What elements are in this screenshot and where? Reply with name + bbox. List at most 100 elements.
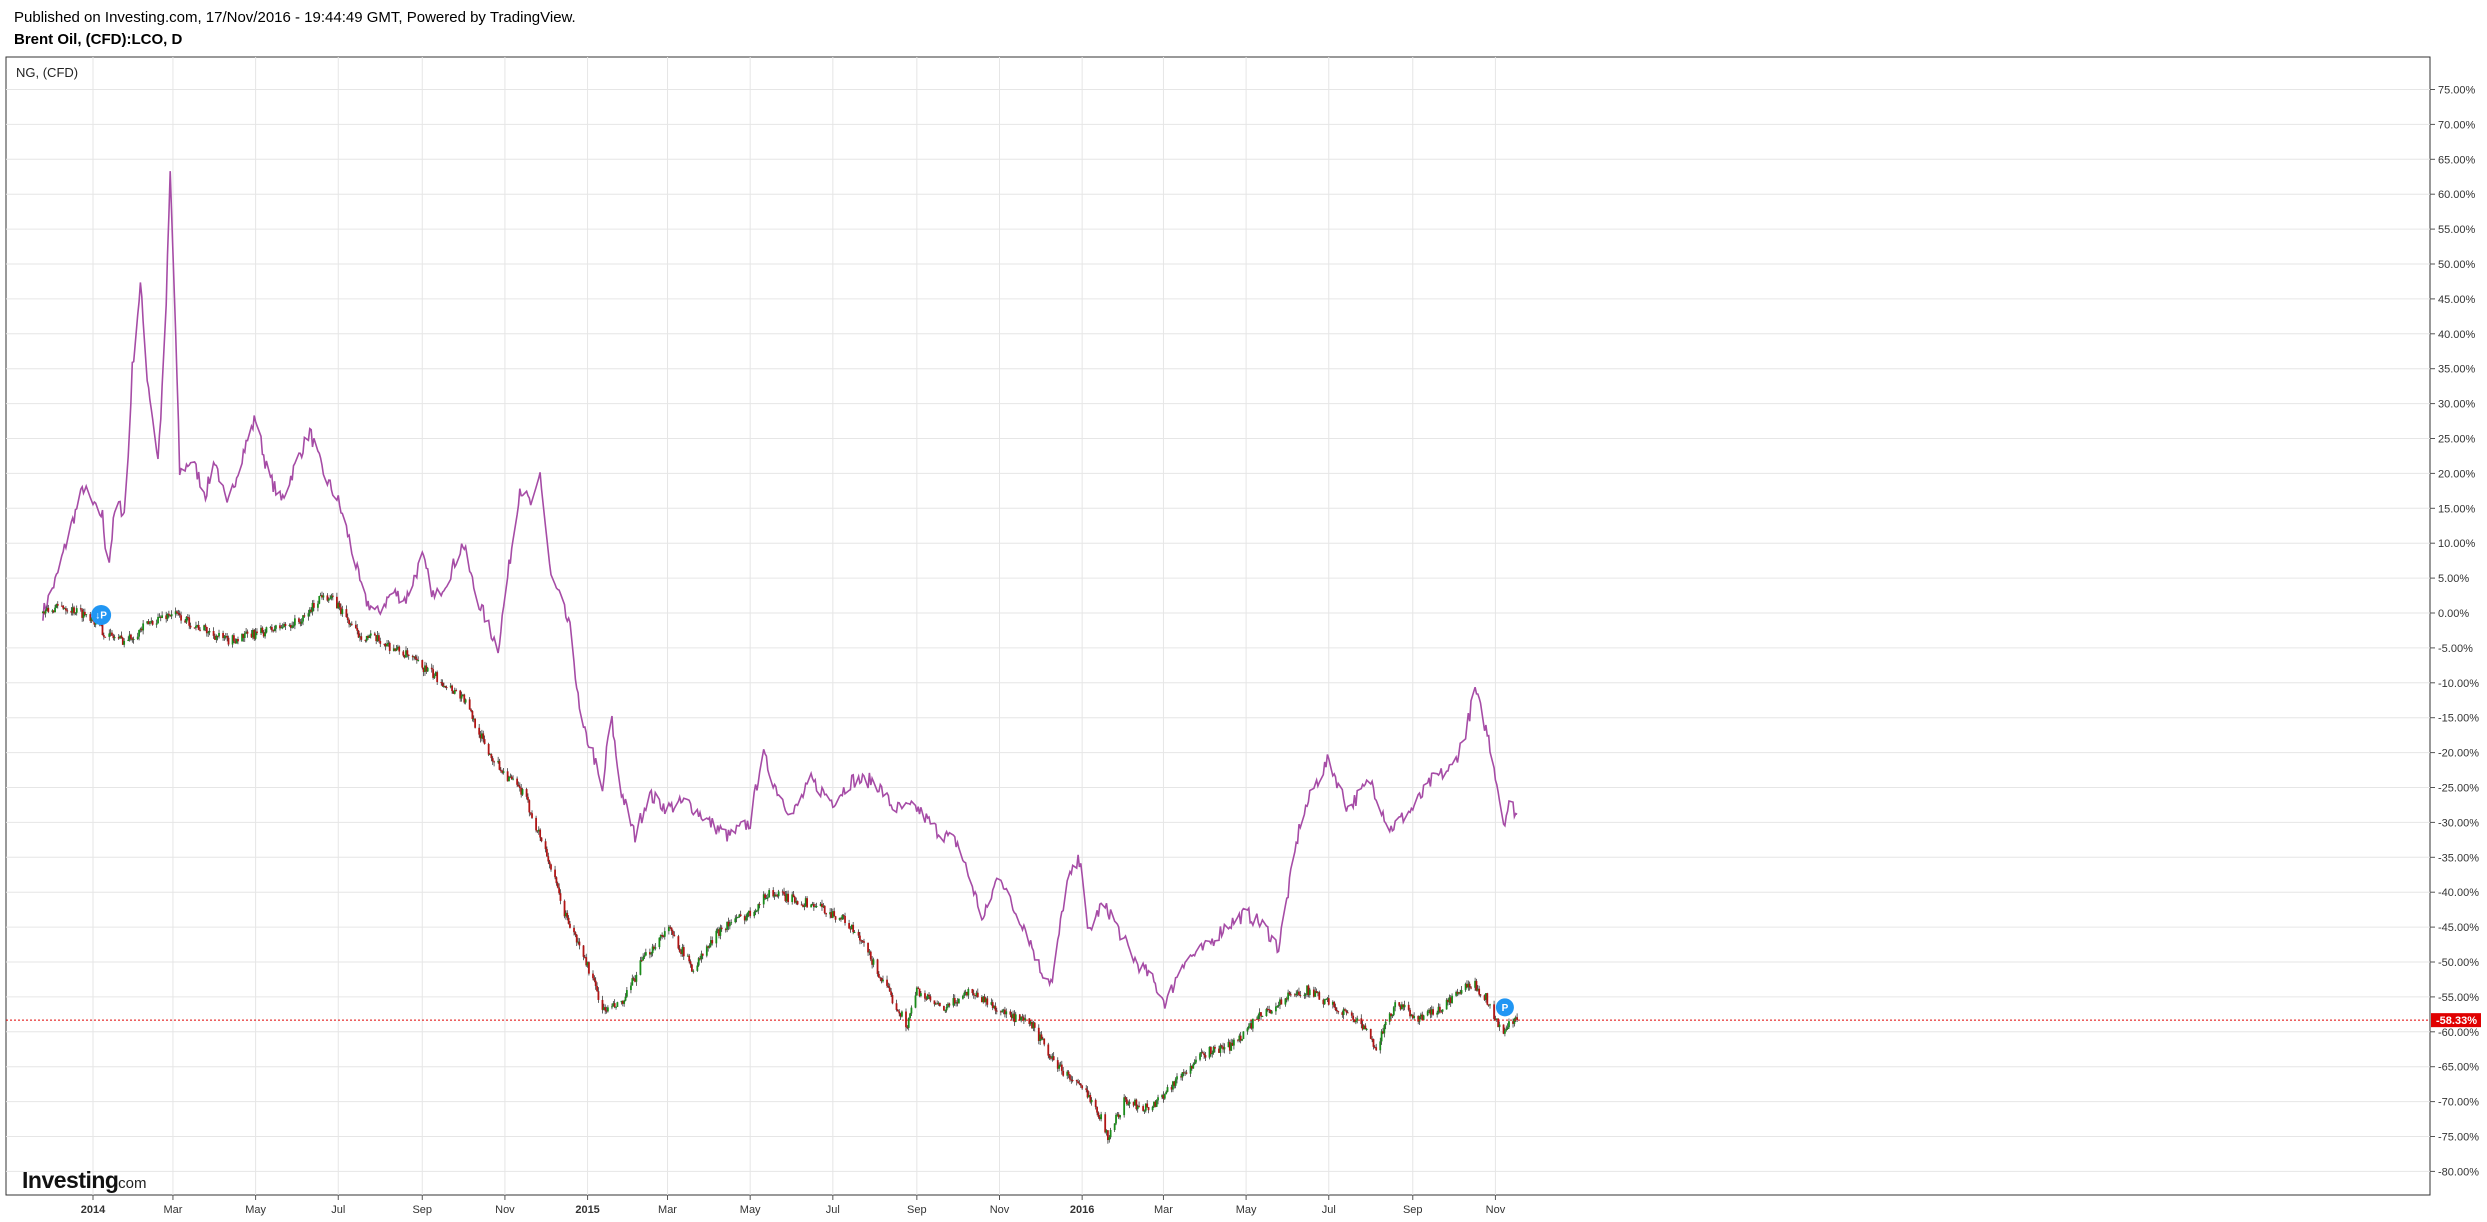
candle-body <box>449 685 452 688</box>
candle-body <box>464 699 467 703</box>
candle-body <box>1125 1099 1128 1105</box>
candle-body <box>1209 1046 1212 1055</box>
candle-body <box>1337 1011 1340 1013</box>
candle-body <box>783 891 785 895</box>
x-tick-label: Mar <box>163 1204 182 1216</box>
candle-body <box>1315 991 1318 994</box>
candle-body <box>337 603 340 609</box>
x-tick-label: Nov <box>990 1204 1010 1216</box>
candle-body <box>569 923 571 928</box>
candle-body <box>841 915 844 920</box>
candle-body <box>1410 1014 1413 1017</box>
marker-end[interactable]: P <box>1495 998 1514 1017</box>
candle-body <box>1193 1062 1196 1065</box>
x-tick-label: Sep <box>907 1204 927 1216</box>
candle-body <box>616 1002 619 1007</box>
candle-body <box>311 602 314 612</box>
candle-body <box>1010 1014 1013 1019</box>
candle-body <box>1364 1025 1367 1029</box>
candle-body <box>140 628 143 631</box>
candle-body <box>1143 1110 1146 1112</box>
candle-body <box>918 988 921 997</box>
candle-body <box>1296 991 1299 994</box>
candle-body <box>886 979 888 986</box>
candle-body <box>1342 1009 1345 1015</box>
candle-body <box>345 609 348 618</box>
candle-body <box>147 621 150 624</box>
candle-body <box>509 776 512 778</box>
candle-body <box>1069 1074 1071 1080</box>
candle-body <box>831 911 834 918</box>
candle-body <box>1163 1094 1166 1099</box>
marker-start[interactable]: ↓P <box>91 605 112 625</box>
candle-body <box>1166 1087 1169 1092</box>
candle-body <box>802 904 804 907</box>
candle-body <box>765 898 768 900</box>
candle-body <box>245 631 248 634</box>
logo-wordmark: Investing <box>22 1167 118 1193</box>
candle-body <box>1268 1009 1271 1011</box>
candle-body <box>1123 1097 1126 1116</box>
candle-body <box>261 627 264 633</box>
candle-body <box>654 947 657 949</box>
candle-body <box>1341 1012 1344 1015</box>
candle-body <box>242 634 245 638</box>
candle-body <box>1079 1083 1082 1086</box>
candle-body <box>1449 997 1452 1004</box>
candle-body <box>368 635 371 638</box>
candle-body <box>1279 999 1281 1006</box>
candle-body <box>256 631 258 634</box>
candle-body <box>1002 1009 1005 1011</box>
candle-body <box>1176 1076 1178 1080</box>
candle-body <box>123 640 126 645</box>
candle-body <box>1460 990 1463 994</box>
candle-body <box>1365 1028 1368 1030</box>
candle-body <box>993 1006 995 1008</box>
candle-body <box>1475 980 1478 991</box>
candle-body <box>577 941 579 943</box>
candle-body <box>605 1010 608 1012</box>
candle-body <box>487 744 490 755</box>
candle-body <box>914 995 917 1008</box>
candle-body <box>101 624 104 636</box>
candle-body <box>1333 1001 1336 1007</box>
candle-body <box>205 626 208 634</box>
candle-body <box>1108 1137 1111 1141</box>
candle-body <box>1506 1027 1509 1030</box>
candle-body <box>383 643 386 645</box>
candle-body <box>452 691 455 694</box>
candle-body <box>100 624 103 626</box>
candle-body <box>196 624 199 626</box>
candle-body <box>1334 1006 1337 1011</box>
candle-body <box>1504 1030 1506 1034</box>
candle-body <box>597 991 600 1000</box>
candle-body <box>275 625 277 629</box>
candle-body <box>167 613 170 616</box>
candle-body <box>688 955 691 962</box>
candle-body <box>489 754 491 756</box>
candle-body <box>1051 1056 1054 1059</box>
candle-body <box>1497 1018 1500 1028</box>
candle-body <box>1289 994 1292 996</box>
candle-body <box>56 604 59 606</box>
y-tick-label: 20.00% <box>2438 468 2476 480</box>
candle-body <box>1115 1114 1117 1124</box>
candle-body <box>1392 1007 1395 1015</box>
candle-body <box>632 978 635 980</box>
candle-body <box>1277 1005 1280 1007</box>
candle-body <box>215 635 218 640</box>
candle-body <box>1230 1042 1233 1051</box>
candle-body <box>1162 1095 1165 1099</box>
candle-body <box>868 951 871 953</box>
ng-series <box>42 171 1518 1009</box>
candle-body <box>471 711 474 720</box>
candle-body <box>947 1003 949 1008</box>
candle-body <box>867 942 869 953</box>
y-tick-label: -45.00% <box>2438 922 2479 934</box>
candle-body <box>1363 1025 1365 1030</box>
candle-body <box>70 610 73 613</box>
candle-body <box>964 991 967 993</box>
chart-header: Published on Investing.com, 17/Nov/2016 … <box>14 8 576 50</box>
y-tick-label: 35.00% <box>2438 364 2476 376</box>
